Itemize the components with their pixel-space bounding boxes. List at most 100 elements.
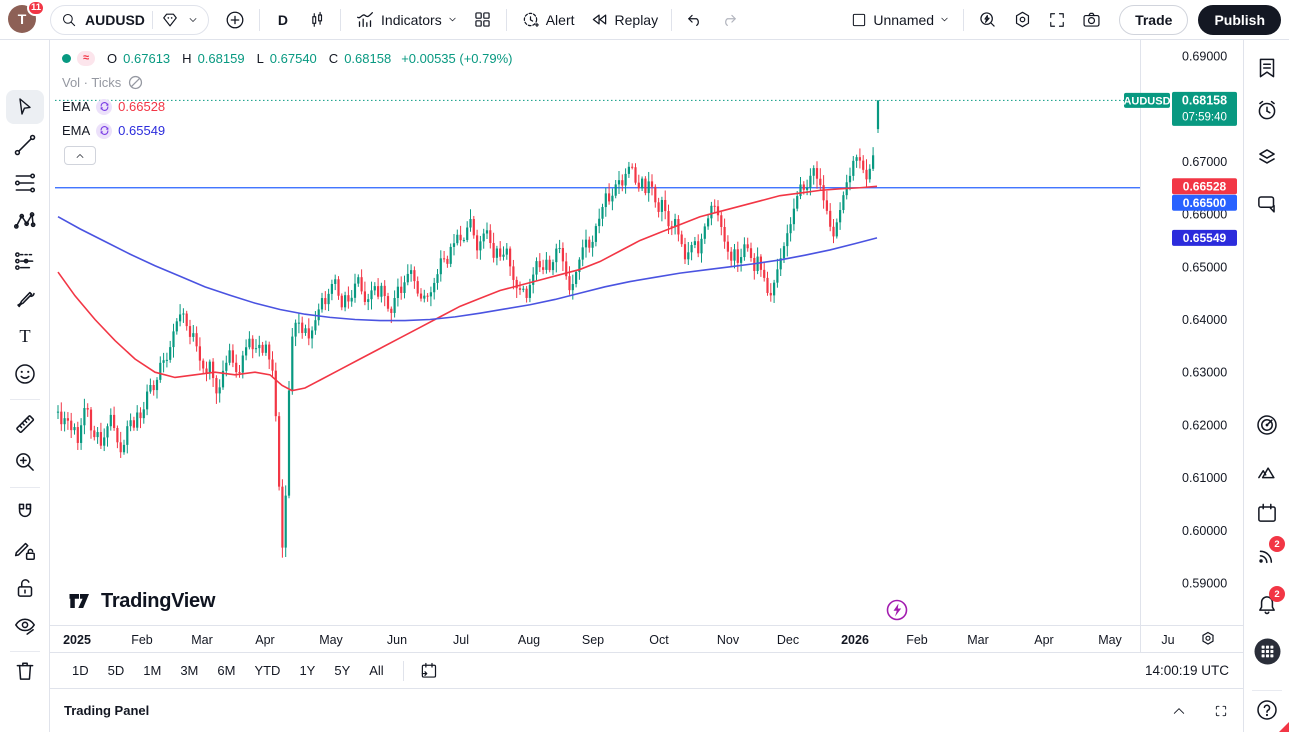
tool-cursor[interactable] bbox=[6, 90, 44, 124]
gauge-icon bbox=[1257, 415, 1277, 435]
hidden-eye-icon[interactable] bbox=[127, 74, 144, 91]
text-icon: T bbox=[19, 326, 30, 346]
tool-xabcd-pattern[interactable] bbox=[12, 208, 38, 234]
range-1y[interactable]: 1Y bbox=[299, 663, 316, 678]
zoom-in-icon bbox=[16, 453, 34, 471]
indicators-button[interactable]: Indicators bbox=[347, 5, 465, 35]
unlock-icon bbox=[17, 579, 33, 597]
tool-unlock[interactable] bbox=[12, 575, 38, 601]
clock-utc[interactable]: 14:00:19 UTC bbox=[1144, 663, 1229, 678]
svg-text:Feb: Feb bbox=[906, 633, 928, 647]
tool-emoji[interactable] bbox=[12, 361, 38, 387]
alert-button[interactable]: Alert bbox=[513, 5, 582, 35]
tool-ruler[interactable] bbox=[12, 411, 38, 437]
tradingview-logo-icon bbox=[69, 594, 89, 608]
sidebar-technicals[interactable] bbox=[1254, 412, 1280, 438]
top-toolbar: T 11 AUDUSD D Indicators bbox=[0, 0, 1289, 40]
trade-button[interactable]: Trade bbox=[1119, 4, 1189, 35]
sidebar-ideas[interactable] bbox=[1254, 457, 1280, 483]
svg-text:Sep: Sep bbox=[582, 633, 604, 647]
tool-drawing-sync[interactable] bbox=[12, 537, 38, 563]
svg-text:Dec: Dec bbox=[777, 633, 799, 647]
snapshot-button[interactable] bbox=[1074, 5, 1109, 35]
streams-badge: 2 bbox=[1269, 536, 1285, 552]
interval-button[interactable]: D bbox=[277, 11, 289, 28]
mountains-icon bbox=[1258, 467, 1275, 479]
ema-fast-value: 0.66528 bbox=[118, 99, 166, 114]
magnet-icon bbox=[18, 503, 32, 518]
svg-text:Mar: Mar bbox=[191, 633, 213, 647]
tool-text[interactable]: T bbox=[12, 323, 38, 349]
series-legend-row[interactable]: ≈ O 0.67613 H 0.68159 L 0.67540 C 0.68158 +0… bbox=[62, 48, 513, 68]
sidebar-apps-menu[interactable] bbox=[1254, 638, 1281, 665]
tool-zoom-in[interactable] bbox=[12, 449, 38, 475]
svg-text:Aug: Aug bbox=[518, 633, 540, 647]
range-6m[interactable]: 6M bbox=[217, 663, 236, 678]
xabcd-pattern-icon bbox=[13, 212, 36, 229]
panel-maximize-icon[interactable] bbox=[1213, 703, 1229, 719]
divider bbox=[505, 8, 507, 31]
user-menu[interactable]: T 11 bbox=[8, 0, 45, 35]
chevron-down-icon[interactable] bbox=[187, 14, 199, 26]
sidebar-streams[interactable]: 2 bbox=[1254, 536, 1285, 568]
range-3m[interactable]: 3M bbox=[180, 663, 199, 678]
calendar-icon bbox=[1258, 503, 1276, 522]
ema-reload-icon[interactable] bbox=[96, 98, 113, 115]
divider bbox=[10, 651, 40, 652]
trading-panel-bar[interactable]: Trading Panel bbox=[50, 688, 1243, 732]
tool-brush[interactable] bbox=[12, 285, 38, 311]
svg-text:0.60000: 0.60000 bbox=[1182, 524, 1227, 538]
sidebar-notifications[interactable]: 2 bbox=[1254, 586, 1285, 618]
high-value: 0.68159 bbox=[197, 50, 245, 66]
divider bbox=[151, 10, 153, 29]
range-1d[interactable]: 1D bbox=[72, 663, 89, 678]
range-1m[interactable]: 1M bbox=[143, 663, 162, 678]
tool-magnet[interactable] bbox=[12, 499, 38, 525]
tool-hide-drawings[interactable] bbox=[12, 613, 38, 639]
svg-text:0.59000: 0.59000 bbox=[1182, 577, 1227, 591]
tool-forecast[interactable] bbox=[12, 247, 38, 273]
sidebar-help[interactable] bbox=[1254, 697, 1280, 723]
price-chart[interactable]: 2025 Feb Mar Apr May Jun Jul Aug Sep Oct Nov Dec 202… bbox=[50, 40, 1243, 652]
alert-label: Alert bbox=[545, 11, 575, 28]
svg-text:0.66500: 0.66500 bbox=[1183, 196, 1227, 210]
undo-button[interactable] bbox=[678, 5, 712, 35]
ema-label: EMA bbox=[62, 123, 91, 138]
sidebar-chat[interactable] bbox=[1254, 191, 1280, 217]
tool-fib-retracement[interactable] bbox=[12, 170, 38, 196]
redo-button[interactable] bbox=[712, 5, 746, 35]
symbol-search[interactable]: AUDUSD bbox=[50, 4, 209, 35]
tradingview-logo[interactable]: TradingView bbox=[66, 589, 215, 613]
gem-icon[interactable] bbox=[160, 10, 180, 30]
sidebar-calendar[interactable] bbox=[1254, 500, 1280, 526]
layout-templates-button[interactable] bbox=[465, 5, 500, 35]
ema-fast-legend-row[interactable]: EMA 0.66528 bbox=[62, 98, 513, 115]
range-ytd[interactable]: YTD bbox=[254, 663, 281, 678]
sidebar-watchlist[interactable] bbox=[1254, 55, 1280, 81]
legend-collapse-button[interactable] bbox=[64, 146, 96, 165]
sidebar-object-tree[interactable] bbox=[1254, 144, 1280, 170]
svg-text:Jun: Jun bbox=[387, 633, 407, 647]
approx-badge: ≈ bbox=[77, 50, 96, 66]
replay-button[interactable]: Replay bbox=[582, 5, 666, 35]
quick-search-button[interactable] bbox=[970, 5, 1005, 35]
ema-slow-legend-row[interactable]: EMA 0.65549 bbox=[62, 122, 513, 139]
layout-manager-button[interactable]: Unnamed bbox=[843, 5, 957, 35]
tool-remove-objects[interactable] bbox=[12, 658, 38, 684]
volume-legend-row[interactable]: Vol · Ticks bbox=[62, 73, 513, 91]
panel-expand-chevron-icon[interactable] bbox=[1171, 703, 1187, 719]
svg-text:T: T bbox=[19, 326, 30, 346]
range-5d[interactable]: 5D bbox=[107, 663, 125, 678]
go-to-date-icon[interactable] bbox=[418, 660, 439, 681]
publish-button[interactable]: Publish bbox=[1198, 4, 1281, 35]
compare-add-button[interactable] bbox=[217, 5, 253, 35]
ema-reload-icon[interactable] bbox=[96, 122, 113, 139]
range-5y[interactable]: 5Y bbox=[334, 663, 351, 678]
tool-trend-line[interactable] bbox=[12, 132, 38, 158]
settings-button[interactable] bbox=[1005, 5, 1040, 35]
svg-text:Oct: Oct bbox=[649, 633, 669, 647]
range-all[interactable]: All bbox=[369, 663, 384, 678]
sidebar-alerts[interactable] bbox=[1254, 97, 1280, 123]
chart-style-button[interactable] bbox=[300, 5, 334, 35]
fullscreen-button[interactable] bbox=[1040, 5, 1074, 35]
